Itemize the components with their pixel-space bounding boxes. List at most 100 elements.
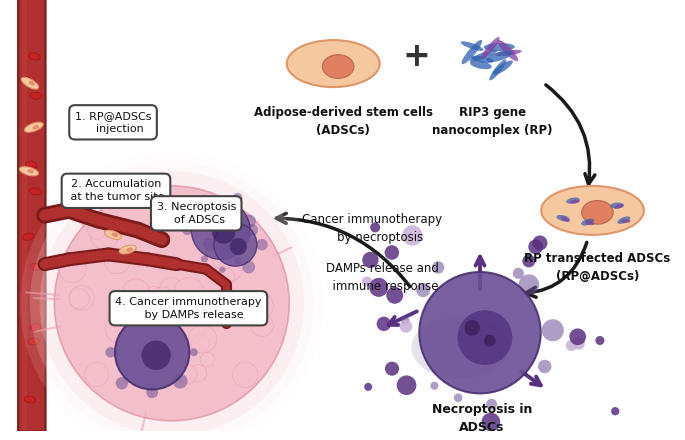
Circle shape: [566, 340, 577, 351]
Circle shape: [513, 268, 524, 279]
Ellipse shape: [28, 338, 40, 345]
Ellipse shape: [581, 219, 595, 226]
Circle shape: [190, 365, 207, 382]
Ellipse shape: [610, 202, 624, 209]
Circle shape: [181, 317, 188, 324]
Circle shape: [251, 315, 273, 337]
Ellipse shape: [21, 77, 38, 89]
Ellipse shape: [561, 216, 569, 222]
Circle shape: [611, 407, 619, 415]
Circle shape: [40, 171, 304, 436]
Circle shape: [117, 317, 125, 325]
Circle shape: [213, 206, 243, 235]
Ellipse shape: [493, 60, 513, 75]
Circle shape: [203, 238, 216, 251]
Circle shape: [458, 310, 512, 365]
Circle shape: [182, 225, 192, 235]
Circle shape: [105, 314, 134, 343]
Circle shape: [245, 292, 273, 320]
Circle shape: [218, 268, 235, 285]
Ellipse shape: [541, 186, 644, 235]
Text: 3. Necroptosis
  of ADSCs: 3. Necroptosis of ADSCs: [157, 202, 236, 225]
Ellipse shape: [23, 233, 34, 240]
Ellipse shape: [29, 81, 35, 86]
Circle shape: [482, 413, 500, 431]
Circle shape: [90, 222, 118, 249]
Circle shape: [484, 335, 496, 346]
Circle shape: [149, 307, 177, 335]
Circle shape: [145, 303, 159, 317]
Circle shape: [532, 235, 547, 250]
Ellipse shape: [489, 59, 506, 81]
Circle shape: [190, 348, 198, 356]
Ellipse shape: [32, 125, 39, 129]
Text: +: +: [403, 40, 430, 73]
Circle shape: [127, 301, 147, 320]
Ellipse shape: [27, 169, 34, 173]
Circle shape: [573, 337, 585, 350]
Circle shape: [105, 347, 116, 357]
Ellipse shape: [412, 315, 510, 379]
Circle shape: [123, 344, 149, 370]
Circle shape: [397, 375, 416, 395]
Circle shape: [178, 365, 197, 384]
Ellipse shape: [556, 215, 570, 222]
Circle shape: [234, 257, 242, 264]
Circle shape: [116, 377, 128, 389]
Circle shape: [528, 239, 543, 254]
Circle shape: [153, 287, 173, 307]
Circle shape: [115, 315, 189, 389]
Circle shape: [233, 193, 242, 203]
Circle shape: [214, 244, 230, 260]
Circle shape: [364, 383, 372, 391]
Circle shape: [242, 214, 256, 228]
FancyBboxPatch shape: [18, 0, 45, 432]
Circle shape: [377, 317, 391, 331]
Circle shape: [20, 152, 323, 440]
Circle shape: [192, 334, 210, 352]
Circle shape: [201, 255, 208, 263]
Ellipse shape: [469, 50, 497, 62]
Ellipse shape: [25, 122, 43, 132]
Ellipse shape: [566, 198, 580, 204]
Circle shape: [419, 272, 540, 393]
Ellipse shape: [470, 60, 492, 69]
Circle shape: [188, 325, 216, 353]
Circle shape: [595, 336, 604, 345]
Text: Cancer immunotherapy
    by necroptosis: Cancer immunotherapy by necroptosis: [302, 213, 443, 244]
Circle shape: [384, 245, 399, 260]
Ellipse shape: [31, 263, 42, 270]
Circle shape: [523, 254, 535, 268]
Ellipse shape: [471, 56, 494, 63]
Text: DAMPs release and
  immune response: DAMPs release and immune response: [325, 262, 439, 293]
Ellipse shape: [585, 221, 595, 225]
Circle shape: [206, 303, 221, 317]
Ellipse shape: [29, 53, 40, 60]
Circle shape: [219, 267, 225, 273]
Circle shape: [59, 255, 86, 282]
Ellipse shape: [486, 51, 512, 62]
Circle shape: [362, 276, 372, 287]
Circle shape: [88, 222, 105, 239]
Text: Adipose-derived stem cells
(ADSCs): Adipose-derived stem cells (ADSCs): [253, 106, 432, 137]
Ellipse shape: [119, 245, 136, 254]
Circle shape: [160, 278, 183, 301]
Circle shape: [84, 363, 109, 386]
Circle shape: [385, 362, 399, 376]
Circle shape: [220, 258, 242, 281]
Circle shape: [238, 292, 266, 320]
Circle shape: [104, 248, 130, 274]
Circle shape: [454, 393, 462, 402]
Ellipse shape: [462, 40, 482, 64]
Circle shape: [214, 223, 257, 266]
Circle shape: [386, 287, 403, 304]
Ellipse shape: [25, 161, 37, 168]
Circle shape: [362, 252, 379, 268]
FancyBboxPatch shape: [22, 0, 27, 431]
Circle shape: [464, 320, 480, 336]
Ellipse shape: [482, 37, 499, 59]
Circle shape: [212, 245, 236, 269]
Ellipse shape: [112, 233, 119, 237]
Circle shape: [402, 225, 423, 246]
Circle shape: [217, 215, 229, 226]
